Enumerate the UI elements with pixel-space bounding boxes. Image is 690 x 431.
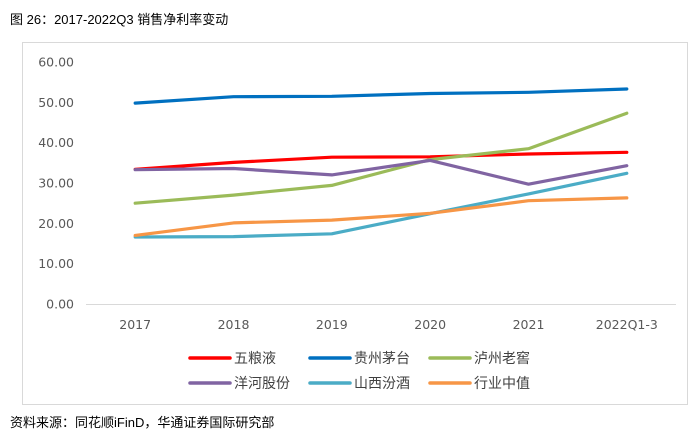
x-tick-label: 2017 [119, 317, 151, 332]
legend-label: 泸州老窖 [474, 350, 530, 367]
series-line [133, 196, 629, 237]
legend-label: 行业中值 [474, 376, 530, 392]
y-tick-label: 40.00 [38, 135, 74, 150]
y-tick-label: 10.00 [38, 256, 74, 271]
series-line [133, 87, 629, 105]
source-note: 资料来源：同花顺iFinD，华通证券国际研究部 [10, 415, 275, 430]
x-axis-ticks: 2017 2018 2019 2020 2021 2022Q1-3 [119, 317, 658, 332]
series-lines [133, 87, 629, 239]
figure-caption: 图 26：2017-2022Q3 销售净利率变动 [10, 12, 229, 27]
x-tick-label: 2018 [218, 317, 250, 332]
series-line [133, 111, 629, 205]
y-tick-label: 60.00 [38, 55, 74, 70]
series-line [133, 171, 629, 239]
y-tick-label: 0.00 [46, 297, 74, 312]
x-tick-label: 2021 [513, 317, 545, 332]
y-axis-ticks: 0.00 10.00 20.00 30.00 40.00 50.00 60.00 [38, 55, 74, 312]
legend-label: 山西汾酒 [354, 376, 410, 392]
legend-label: 五粮液 [234, 351, 276, 367]
x-tick-label: 2022Q1-3 [596, 317, 658, 332]
x-tick-label: 2019 [316, 317, 348, 332]
series-line [133, 158, 629, 186]
y-tick-label: 50.00 [38, 95, 74, 110]
chart-frame [22, 42, 688, 405]
y-tick-label: 20.00 [38, 216, 74, 231]
legend-label: 洋河股份 [234, 376, 290, 392]
y-tick-label: 30.00 [38, 176, 74, 191]
x-tick-label: 2020 [414, 317, 446, 332]
series-line [133, 150, 629, 171]
legend-label: 贵州茅台 [354, 351, 410, 367]
